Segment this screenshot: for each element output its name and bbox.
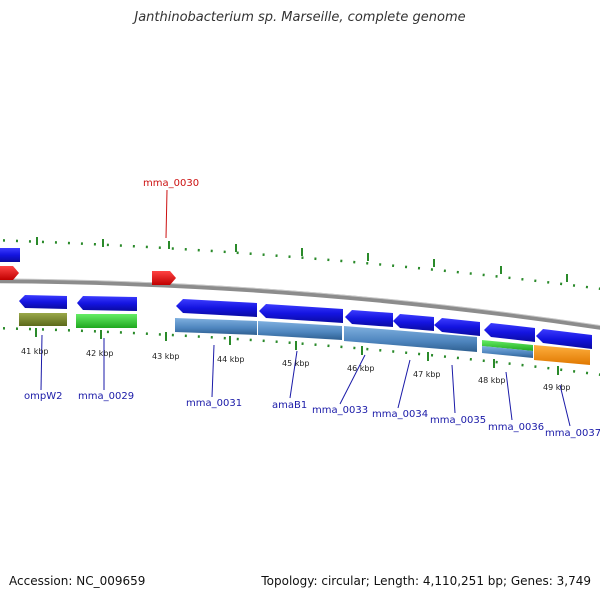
gene-label-mma-0036[interactable]: mma_0036 <box>488 422 544 433</box>
feature-block-orange[interactable] <box>534 345 590 365</box>
feature-block-steel-4[interactable] <box>482 346 533 358</box>
genome-backbone <box>0 278 600 330</box>
scale-label: 48 kbp <box>478 376 506 385</box>
feature-block-steel-1[interactable] <box>175 318 257 335</box>
map-title: Janthinobacterium sp. Marseille, complet… <box>134 10 466 25</box>
gene-arrow-mma-0037[interactable] <box>536 329 592 349</box>
reverse-strand-genes <box>19 295 592 349</box>
gene-arrow-mma-0036[interactable] <box>484 323 535 342</box>
gene-arrow-mma-0031[interactable] <box>176 299 257 317</box>
gene-arrow-mma-0029[interactable] <box>77 296 137 311</box>
scale-label: 49 kbp <box>543 383 571 392</box>
scale-label: 45 kbp <box>282 359 310 368</box>
gene-arrow-amaB1[interactable] <box>259 304 343 323</box>
scale-label: 46 kbp <box>347 364 375 373</box>
gene-label-mma-0031[interactable]: mma_0031 <box>186 398 242 409</box>
gene-label-mma-0030[interactable]: mma_0030 <box>143 178 199 189</box>
gene-label-mma-0033[interactable]: mma_0033 <box>312 405 368 416</box>
gene-label-amaB1[interactable]: amaB1 <box>272 400 307 411</box>
gene-arrow-mma-0030[interactable] <box>152 271 176 285</box>
outer-major-ticks <box>36 237 568 282</box>
feature-block-olive[interactable] <box>19 313 67 326</box>
outer-tick-ring <box>0 239 600 290</box>
feature-block-steel-2[interactable] <box>258 321 342 340</box>
genome-summary-text: Topology: circular; Length: 4,110,251 bp… <box>261 574 591 588</box>
gene-label-mma-0035[interactable]: mma_0035 <box>430 415 486 426</box>
inner-tick-ring <box>0 326 600 376</box>
scale-label: 42 kbp <box>86 349 114 358</box>
gene-arrow-mma-0033[interactable] <box>345 310 393 327</box>
feature-block-green[interactable] <box>76 314 137 328</box>
accession-text: Accession: NC_009659 <box>9 574 146 588</box>
scale-label: 41 kbp <box>21 347 49 356</box>
gene-label-mma-0034[interactable]: mma_0034 <box>372 409 428 420</box>
scale-label: 44 kbp <box>217 355 245 364</box>
feature-block-green-2[interactable] <box>482 340 533 351</box>
gene-block-left-blue[interactable] <box>0 248 20 262</box>
feature-blocks <box>19 313 590 365</box>
inner-major-ticks <box>35 328 559 375</box>
gene-arrow-mma-0034[interactable] <box>393 314 434 331</box>
scale-label: 47 kbp <box>413 370 441 379</box>
gene-arrow-left-red[interactable] <box>0 266 19 280</box>
gene-label-mma-0037[interactable]: mma_0037 <box>545 428 600 439</box>
gene-arrow-ompW2[interactable] <box>19 295 67 309</box>
feature-block-steel-3[interactable] <box>344 326 477 352</box>
gene-label-mma-0029[interactable]: mma_0029 <box>78 391 134 402</box>
gene-labels: ompW2 mma_0029 mma_0030 mma_0031 amaB1 m… <box>24 178 600 439</box>
gene-arrow-mma-0035[interactable] <box>434 318 480 336</box>
scale-label: 43 kbp <box>152 352 180 361</box>
label-leaders <box>40 189 571 427</box>
gene-label-ompW2[interactable]: ompW2 <box>24 391 62 402</box>
scale-labels: 41 kbp 42 kbp 43 kbp 44 kbp 45 kbp 46 kb… <box>21 347 571 392</box>
